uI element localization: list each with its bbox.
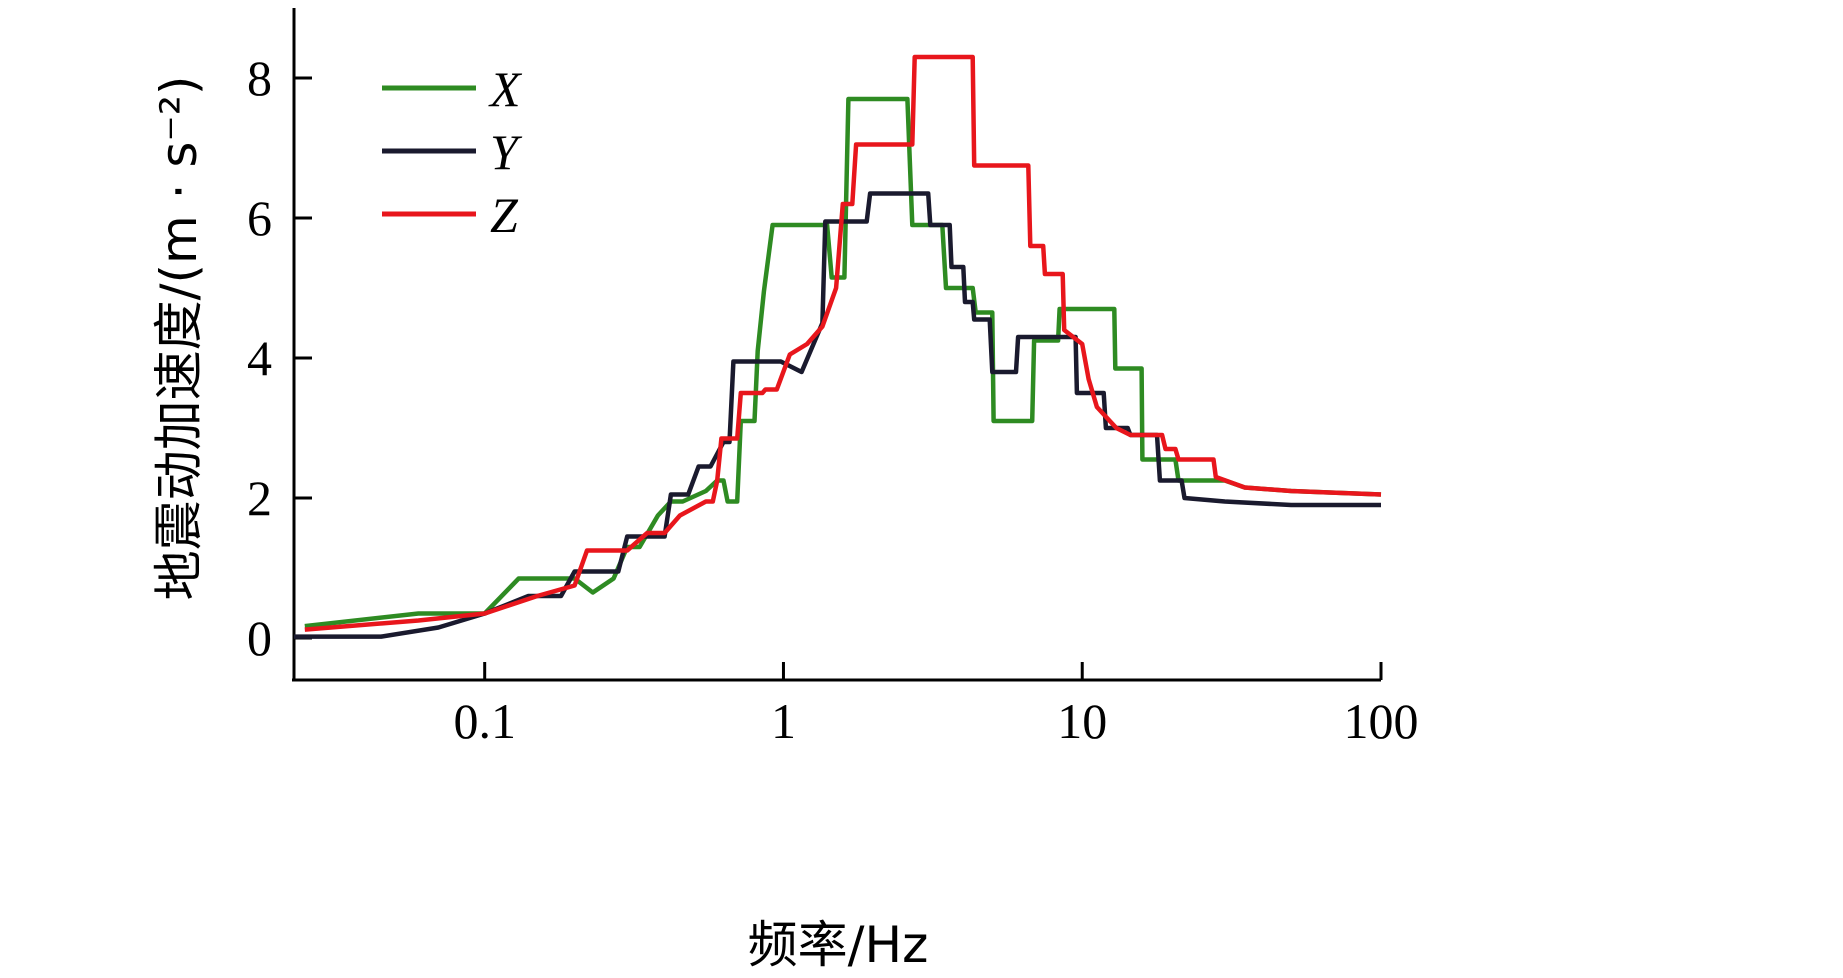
x-axis-title: 频率/Hz [748,916,929,974]
y-tick-label: 0 [247,610,272,666]
legend-label-y: Y [490,124,523,180]
x-tick-label: 0.1 [453,693,516,749]
tick-labels: 0.1 1 10 100 0 2 4 6 8 [247,50,1419,749]
y-tick-label: 4 [247,330,272,386]
y-tick-label: 2 [247,470,272,526]
legend-label-x: X [488,61,523,117]
y-tick-label: 6 [247,190,272,246]
legend: XYZ [382,61,523,243]
x-tick-label: 100 [1344,693,1419,749]
series-line-z [304,54,1382,632]
x-tick-label: 10 [1057,693,1107,749]
y-axis-title: 地震动加速度/(m · s⁻²) [150,76,208,601]
series-line-x [304,96,1382,629]
series-lines [294,54,1382,639]
legend-label-z: Z [490,187,519,243]
x-tick-label: 1 [771,693,796,749]
axes [292,8,1381,682]
y-tick-label: 8 [247,50,272,106]
ticks [294,76,1383,680]
